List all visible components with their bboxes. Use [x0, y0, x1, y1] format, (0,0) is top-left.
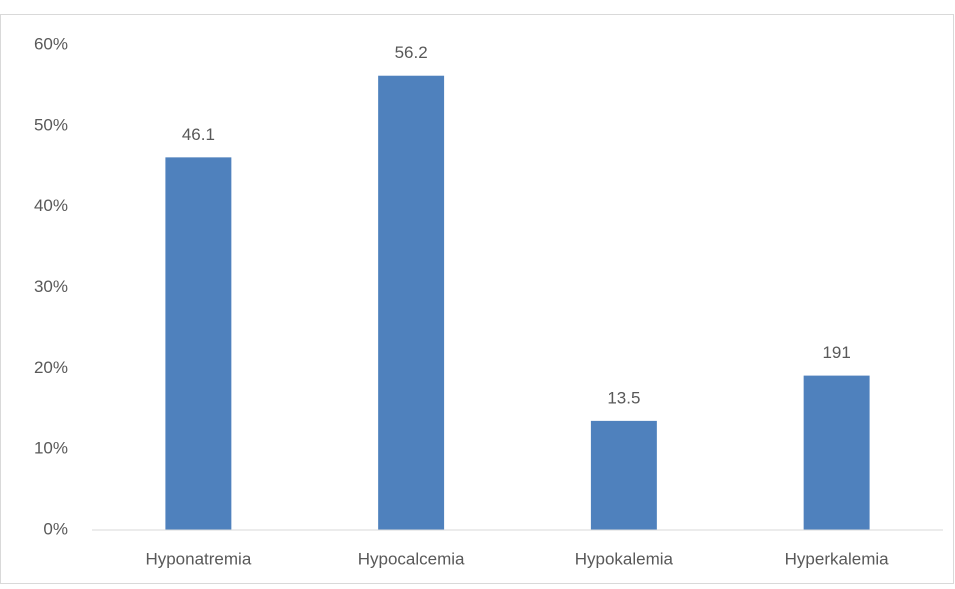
- y-tick-label: 10%: [34, 439, 68, 458]
- data-label: 46.1: [182, 125, 215, 144]
- x-tick-label: Hypocalcemia: [358, 549, 465, 568]
- bar: [165, 157, 232, 530]
- x-tick-label: Hyperkalemia: [785, 549, 889, 568]
- bar: [378, 75, 445, 530]
- y-tick-label: 30%: [34, 277, 68, 296]
- data-label: 13.5: [607, 388, 640, 407]
- bar: [803, 375, 870, 530]
- data-label: 191: [822, 343, 850, 362]
- chart-frame: [0, 14, 954, 584]
- x-tick-label: Hypokalemia: [575, 549, 674, 568]
- y-tick-label: 40%: [34, 196, 68, 215]
- y-tick-label: 0%: [43, 519, 68, 538]
- data-label: 56.2: [395, 43, 428, 62]
- y-tick-label: 60%: [34, 34, 68, 53]
- x-tick-label: Hyponatremia: [145, 549, 251, 568]
- y-tick-label: 20%: [34, 358, 68, 377]
- bar: [590, 420, 657, 530]
- y-tick-label: 50%: [34, 115, 68, 134]
